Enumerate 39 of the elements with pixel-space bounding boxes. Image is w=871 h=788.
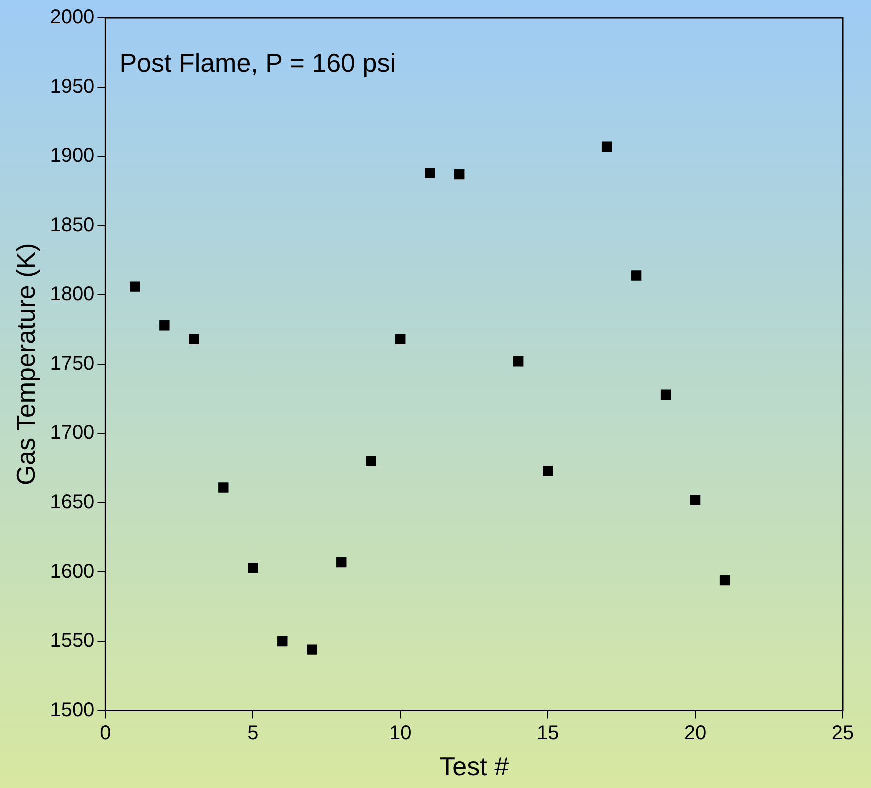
point — [720, 575, 730, 586]
y-tick-label: 1750 — [50, 352, 95, 375]
point — [602, 142, 612, 152]
point — [660, 390, 672, 400]
point — [307, 644, 318, 655]
y-tick-label: 1550 — [50, 630, 95, 652]
point — [425, 168, 436, 178]
point — [513, 356, 524, 367]
point — [218, 482, 229, 493]
x-axis-title: Test # — [440, 752, 510, 782]
point — [631, 270, 642, 281]
y-tick-label: 1800 — [50, 284, 95, 306]
y-tick-label: 1850 — [50, 214, 95, 236]
point — [160, 320, 170, 331]
point — [690, 495, 701, 506]
y-tick-label: 1650 — [50, 491, 95, 514]
point — [248, 562, 258, 574]
annotation: Post Flame, P = 160 psi — [120, 48, 396, 78]
y-axis-title: Gas Temperature (K) — [10, 243, 41, 486]
y-tick-label: 1900 — [50, 145, 95, 168]
point — [336, 557, 347, 568]
x-tick-label: 20 — [684, 722, 707, 744]
point — [189, 334, 200, 345]
y-tick-label: 1500 — [50, 699, 95, 722]
point — [454, 169, 465, 180]
x-tick-label: 10 — [389, 722, 412, 744]
y-tick-label: 1700 — [50, 422, 95, 444]
y-tick-label: 2000 — [50, 6, 95, 29]
point — [396, 334, 406, 345]
point — [542, 466, 554, 476]
point — [130, 282, 140, 292]
point — [366, 456, 376, 466]
x-tick-label: 0 — [100, 722, 112, 744]
x-tick-label: 15 — [536, 722, 560, 744]
y-tick-label: 1600 — [50, 560, 95, 583]
y-tick-label: 1950 — [50, 76, 95, 98]
point — [278, 636, 288, 647]
x-tick-label: 25 — [832, 722, 854, 744]
x-tick-label: 5 — [248, 722, 259, 744]
